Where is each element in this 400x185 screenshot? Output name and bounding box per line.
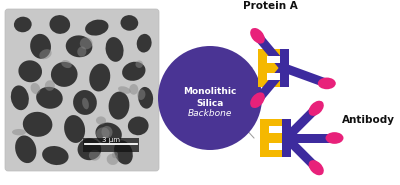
Ellipse shape: [128, 117, 148, 135]
FancyBboxPatch shape: [282, 119, 291, 157]
Ellipse shape: [61, 60, 72, 68]
FancyBboxPatch shape: [83, 138, 139, 152]
Text: Protein A: Protein A: [243, 1, 297, 11]
Ellipse shape: [326, 132, 344, 144]
Ellipse shape: [77, 46, 86, 57]
FancyBboxPatch shape: [258, 49, 280, 87]
Ellipse shape: [42, 146, 68, 165]
Ellipse shape: [250, 92, 265, 108]
FancyBboxPatch shape: [5, 9, 159, 171]
Ellipse shape: [109, 92, 129, 120]
Ellipse shape: [85, 20, 108, 36]
Text: 3 μm: 3 μm: [102, 137, 120, 143]
Ellipse shape: [78, 138, 101, 160]
Ellipse shape: [15, 135, 36, 163]
Ellipse shape: [64, 115, 85, 143]
FancyBboxPatch shape: [286, 134, 334, 142]
Ellipse shape: [137, 34, 152, 53]
Ellipse shape: [120, 15, 138, 31]
Ellipse shape: [96, 116, 106, 125]
Ellipse shape: [136, 60, 143, 68]
Ellipse shape: [129, 84, 138, 95]
Ellipse shape: [39, 49, 52, 59]
FancyBboxPatch shape: [267, 56, 280, 63]
Ellipse shape: [73, 90, 97, 115]
FancyBboxPatch shape: [283, 105, 319, 141]
FancyBboxPatch shape: [254, 33, 288, 71]
Ellipse shape: [318, 78, 336, 89]
FancyBboxPatch shape: [269, 126, 282, 133]
Ellipse shape: [96, 127, 110, 140]
Text: Backbone: Backbone: [188, 110, 232, 119]
Ellipse shape: [11, 85, 29, 110]
Ellipse shape: [96, 123, 122, 145]
Ellipse shape: [106, 37, 124, 62]
Ellipse shape: [14, 17, 32, 32]
Ellipse shape: [66, 35, 92, 57]
Text: Silica: Silica: [196, 98, 224, 107]
FancyBboxPatch shape: [269, 143, 282, 150]
Ellipse shape: [112, 151, 118, 158]
Ellipse shape: [138, 87, 153, 109]
Ellipse shape: [30, 34, 51, 59]
Ellipse shape: [309, 160, 324, 175]
Ellipse shape: [45, 80, 55, 91]
FancyBboxPatch shape: [280, 49, 289, 87]
Ellipse shape: [18, 60, 42, 82]
Ellipse shape: [250, 28, 265, 44]
Ellipse shape: [12, 129, 26, 135]
FancyBboxPatch shape: [260, 119, 282, 157]
FancyBboxPatch shape: [283, 135, 319, 171]
Ellipse shape: [51, 62, 78, 87]
FancyBboxPatch shape: [283, 64, 328, 88]
Ellipse shape: [80, 37, 92, 49]
Ellipse shape: [36, 87, 63, 109]
Ellipse shape: [23, 112, 52, 137]
Ellipse shape: [114, 140, 133, 164]
Ellipse shape: [82, 98, 89, 109]
Ellipse shape: [102, 126, 112, 138]
Ellipse shape: [118, 86, 131, 94]
FancyBboxPatch shape: [254, 65, 288, 103]
Circle shape: [158, 46, 262, 150]
Ellipse shape: [89, 64, 110, 91]
Text: Antibody: Antibody: [342, 115, 395, 125]
Ellipse shape: [30, 83, 40, 94]
Ellipse shape: [107, 154, 118, 165]
Ellipse shape: [122, 62, 146, 81]
FancyBboxPatch shape: [267, 73, 280, 80]
Ellipse shape: [309, 101, 324, 116]
Text: Monolithic: Monolithic: [183, 88, 237, 97]
Ellipse shape: [50, 15, 70, 34]
Ellipse shape: [137, 89, 146, 100]
Ellipse shape: [89, 150, 100, 161]
